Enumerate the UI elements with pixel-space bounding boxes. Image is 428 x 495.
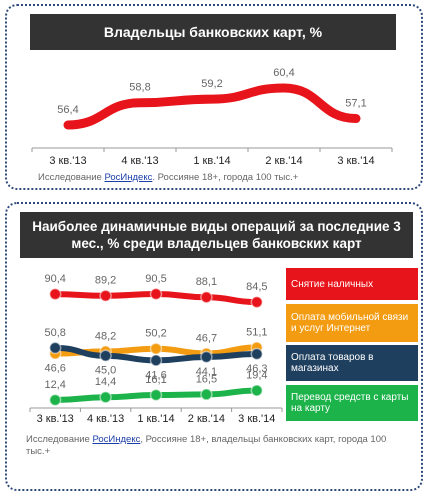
point [48,341,62,355]
x-tick-label: 4 кв.'13 [87,413,124,425]
value-label: 46,6 [44,362,65,374]
point [149,388,163,402]
legend-entry: Оплата товаров в магазинах [286,345,418,381]
point [99,289,112,303]
point [200,350,213,364]
legend-entry: Перевод средств с карты на карту [286,385,418,421]
value-label: 60,4 [273,67,294,79]
point [250,347,264,361]
value-label: 45,0 [95,365,116,377]
value-label: 90,4 [44,273,65,285]
chart-title: Наиболее динамичные виды операций за пос… [20,212,413,258]
point [99,391,112,404]
value-label: 89,2 [95,275,116,287]
panel [5,202,423,491]
point [149,342,163,355]
x-tick-label: 1 кв.'14 [193,155,230,167]
x-tick-label: 1 кв.'14 [137,413,174,425]
value-label: 56,4 [57,104,78,116]
value-label: 84,5 [246,281,267,293]
value-label: 46,7 [196,332,217,344]
legend-entry: Оплата мобильной связи и услуг Интернет [286,304,418,342]
point [200,388,213,401]
point [48,393,62,407]
source: Исследование РосИндекс, Россияне 18+, вл… [26,434,396,458]
value-label: 59,2 [201,78,222,90]
source-link[interactable]: РосИндекс [104,172,153,183]
value-label: 44,1 [196,366,217,378]
value-label: 90,5 [145,273,166,285]
value-label: 14,4 [95,376,116,388]
point [200,291,213,304]
value-label: 48,2 [95,330,116,342]
value-label: 16,1 [145,374,166,386]
point [250,384,264,397]
point [48,287,62,301]
x-tick-label: 3 кв.'14 [337,155,374,167]
source-link[interactable]: РосИндекс [92,434,141,445]
x-tick-label: 2 кв.'14 [188,413,225,425]
point [250,295,264,309]
value-label: 16,5 [196,373,217,385]
value-label: 50,8 [44,327,65,339]
x-tick-label: 3 кв.'13 [37,413,74,425]
value-label: 19,4 [246,369,267,381]
x-tick-label: 4 кв.'13 [121,155,158,167]
panel [5,4,423,190]
value-label: 58,8 [129,82,150,94]
value-label: 12,4 [44,379,65,391]
series-line [63,83,361,130]
value-label: 51,1 [246,326,267,338]
value-label: 88,1 [196,276,217,288]
value-label: 57,1 [345,97,366,109]
point [149,354,163,367]
source-text: , Россияне 18+, владельцы банковских кар… [26,434,387,457]
x-tick-label: 3 кв.'13 [49,155,86,167]
point [149,287,163,301]
source-text: Исследование [26,434,93,445]
point [99,349,112,363]
source-text: . Россияне 18+, города 100 тыс.+ [152,172,299,183]
value-label: 50,2 [145,328,166,340]
source-text: Исследование [38,172,105,183]
value-label: 46,3 [246,363,267,375]
x-tick-label: 3 кв.'14 [238,413,275,425]
chart-title: Владельцы банковских карт, % [30,14,396,50]
source: Исследование РосИндекс. Россияне 18+, го… [38,172,298,184]
value-label: 41,6 [145,369,166,381]
legend-entry: Снятие наличных [286,268,418,300]
x-tick-label: 2 кв.'14 [265,155,302,167]
